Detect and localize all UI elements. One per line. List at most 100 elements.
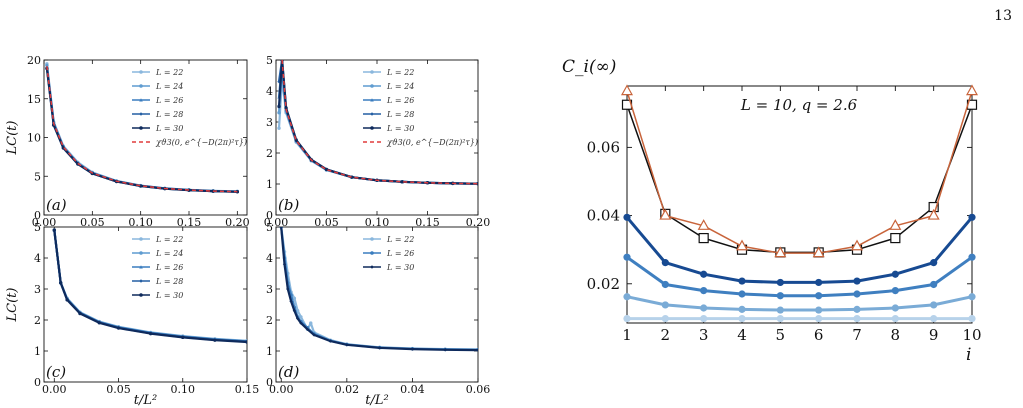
series-point (295, 316, 300, 321)
y-tick-label: 0.06 (587, 138, 620, 156)
legend-entry: L = 30 (386, 263, 414, 272)
y-tick-label: 4 (266, 85, 273, 98)
data-point (700, 314, 708, 323)
data-point (698, 232, 709, 244)
data-point (623, 314, 631, 323)
y-tick-label: 3 (34, 283, 41, 296)
panel-label: (d) (278, 363, 299, 381)
series-point (181, 335, 185, 340)
panel-d: 0.00 0.02 0.04 0.06 0 1 2 3 4 5 L = 22 L = 26 L = 30… (266, 221, 490, 408)
x-tick-label: 0.10 (171, 383, 196, 396)
series-line (53, 229, 247, 343)
legend-marker (139, 84, 143, 88)
y-tick-label: 3 (266, 116, 273, 129)
x-axis-label: t/L² (134, 393, 157, 408)
data-point (738, 290, 746, 298)
y-tick-label: 10 (27, 132, 41, 145)
legend-marker (370, 265, 374, 269)
y-tick-label: 0.04 (587, 207, 620, 225)
x-tick-label: 0.05 (314, 216, 339, 229)
series-point (78, 311, 82, 316)
series-line (277, 61, 478, 185)
series-point (282, 262, 287, 266)
plot-area (620, 84, 979, 323)
y-tick-label: 1 (34, 345, 41, 358)
series-point (213, 338, 217, 342)
series-line (626, 90, 973, 254)
legend-marker (370, 98, 374, 102)
series-point (292, 296, 297, 300)
x-tick-label: 0.00 (42, 383, 67, 396)
y-tick-label: 2 (266, 314, 273, 327)
x-tick-label: 0.10 (128, 216, 153, 229)
data-point (815, 292, 823, 300)
x-tick-label: 0.20 (225, 216, 250, 229)
fit-line (281, 60, 478, 185)
x-tick-label: 9 (929, 326, 939, 344)
data-point (623, 253, 631, 261)
data-point (968, 293, 976, 301)
series-point (324, 167, 329, 172)
panel-b: 0.00 0.05 0.10 0.15 0.20 0 1 2 3 4 5 L = 22 L = 24 L … (264, 54, 491, 229)
data-point (853, 290, 861, 298)
series-point (292, 309, 297, 313)
x-tick-label: 5 (776, 326, 786, 344)
y-tick-label: 4 (266, 252, 273, 265)
legend-marker (139, 126, 143, 130)
panel-label: (c) (46, 363, 66, 381)
page-number: 13 (994, 8, 1012, 24)
series-line (626, 295, 973, 312)
x-tick-label: 0.02 (335, 383, 360, 396)
y-axis-label: LC(t) (5, 288, 20, 323)
data-point (890, 232, 901, 244)
data-point (620, 84, 634, 96)
legend-entry: L = 22 (386, 235, 414, 244)
data-point (927, 208, 940, 220)
x-tick-label: 0.15 (235, 383, 260, 396)
series-line (53, 229, 247, 343)
plot-area (45, 62, 240, 194)
legend-entry: χϑ3(0, e^{−D(2π)²τ}) (386, 138, 478, 147)
series-line (280, 227, 478, 352)
data-point (850, 239, 864, 251)
legend-entry: L = 26 (386, 249, 414, 258)
data-point (735, 239, 749, 251)
y-tick-label: 5 (266, 54, 273, 67)
data-point (812, 246, 825, 258)
y-tick-label: 1 (266, 178, 273, 191)
x-tick-label: 7 (852, 326, 862, 344)
data-point (930, 280, 938, 289)
x-tick-label: 4 (737, 326, 747, 344)
x-tick-label: 0.15 (415, 216, 440, 229)
x-tick-label: 0.06 (466, 383, 491, 396)
series-line (625, 216, 974, 284)
series-point (52, 228, 56, 232)
axes-frame (275, 226, 479, 383)
data-point (815, 314, 823, 323)
legend-marker (370, 112, 374, 116)
legend-entry: L = 26 (155, 263, 183, 272)
series-point (277, 104, 281, 109)
plot-area (52, 228, 247, 344)
y-axis-label: C_i(∞) (562, 57, 616, 77)
y-tick-label: 2 (34, 314, 41, 327)
data-point (774, 246, 787, 258)
data-point (891, 304, 899, 312)
plot-area (279, 227, 478, 352)
legend-marker (370, 237, 374, 241)
x-tick-label: 10 (962, 326, 981, 344)
data-point (700, 304, 708, 312)
series-point (245, 340, 247, 344)
axes-frame (43, 226, 248, 383)
series-point (312, 333, 316, 337)
series-line (277, 60, 478, 185)
data-point (697, 219, 710, 230)
legend-entry: L = 24 (155, 82, 183, 91)
x-tick-label: 0.10 (365, 216, 390, 229)
series-point (299, 321, 303, 325)
x-axis-label: i (966, 345, 971, 365)
series-point (400, 180, 404, 184)
legend-entry: L = 28 (386, 110, 414, 119)
series-point (345, 343, 349, 347)
data-point (776, 306, 784, 314)
